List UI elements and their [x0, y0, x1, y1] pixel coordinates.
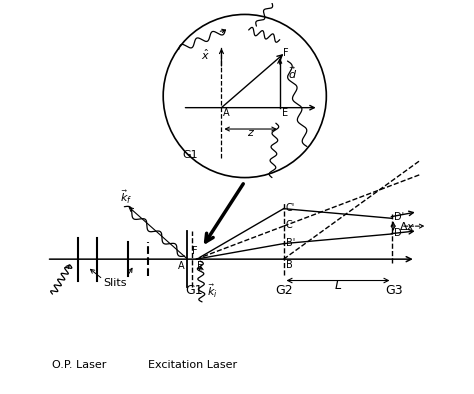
Text: C': C': [286, 203, 295, 213]
Text: O.P. Laser: O.P. Laser: [53, 360, 107, 370]
Text: $\vec{d}$: $\vec{d}$: [288, 65, 297, 80]
Text: B': B': [286, 238, 295, 247]
Text: E: E: [197, 261, 203, 271]
Text: $\vec{k}_f$: $\vec{k}_f$: [120, 188, 133, 206]
Text: $\vec{k}_i$: $\vec{k}_i$: [207, 282, 218, 300]
Text: $\Delta x$: $\Delta x$: [400, 220, 416, 232]
Text: G1: G1: [185, 284, 203, 297]
Text: C: C: [286, 220, 292, 230]
Text: G1: G1: [182, 150, 198, 160]
Text: Slits: Slits: [103, 278, 127, 288]
Text: A: A: [178, 261, 184, 271]
Text: $z$: $z$: [246, 128, 255, 138]
Text: $\hat{x}$: $\hat{x}$: [201, 48, 210, 62]
Text: Excitation Laser: Excitation Laser: [148, 360, 237, 370]
Text: A: A: [223, 108, 230, 118]
Text: E: E: [282, 108, 288, 118]
Text: F: F: [192, 247, 198, 256]
Text: B: B: [286, 260, 292, 270]
Text: $L$: $L$: [334, 279, 342, 292]
Text: D': D': [394, 212, 404, 222]
Text: G3: G3: [385, 284, 403, 297]
Text: G2: G2: [275, 284, 292, 297]
Text: F: F: [283, 48, 289, 58]
Text: D: D: [394, 228, 402, 238]
